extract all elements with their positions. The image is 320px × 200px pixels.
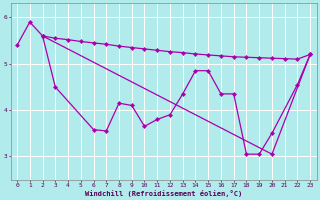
X-axis label: Windchill (Refroidissement éolien,°C): Windchill (Refroidissement éolien,°C) xyxy=(85,190,242,197)
